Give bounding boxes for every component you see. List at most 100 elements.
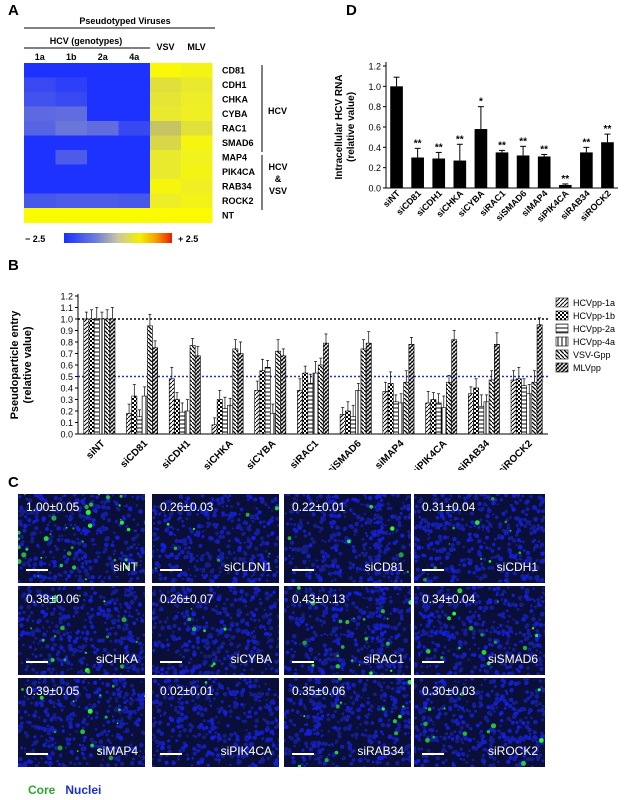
bar [350, 416, 357, 435]
y-tick-label: 0.8 [368, 102, 381, 112]
y-tick-label: 1.0 [368, 82, 381, 92]
heatmap-cell [24, 135, 56, 151]
significance-label: ** [498, 140, 506, 151]
heatmap-row-label: RAC1 [222, 124, 247, 134]
bar [403, 381, 410, 435]
bar [408, 344, 415, 435]
bar [297, 390, 303, 435]
significance-label: ** [456, 134, 464, 145]
y-axis-label: (relative value) [22, 326, 34, 403]
y-tick-label: 0.1 [60, 418, 73, 428]
heatmap-cell [118, 164, 151, 180]
bar [259, 370, 266, 435]
heatmap-cell [24, 193, 56, 209]
bar [269, 413, 276, 435]
scale-bar [292, 661, 314, 663]
heatmap-cell [87, 150, 119, 165]
bar [515, 378, 522, 435]
micrograph-siCHKA: 0.38±0.06 siCHKA [18, 586, 145, 675]
x-tick-label: siCYBA [245, 438, 279, 470]
group-label-hcv-vsv: VSV [269, 186, 287, 196]
heatmap-cell [150, 164, 182, 180]
bar [146, 325, 153, 435]
heatmap-cell [150, 150, 182, 165]
heatmap-cell [118, 77, 151, 93]
x-tick-label: siROCK2 [496, 438, 535, 470]
heatmap-col-label: VSV [156, 42, 174, 52]
heatmap-cell [24, 164, 56, 180]
heatmap-cell [24, 121, 56, 136]
x-tick-label: siRAC1 [288, 438, 321, 470]
micrograph-image [414, 586, 545, 675]
micrograph-value: 0.30±0.03 [422, 684, 476, 698]
group-label-hcv-vsv: & [275, 174, 282, 184]
scale-min-label: − 2.5 [25, 234, 45, 244]
x-tick-label: siNT [84, 438, 107, 461]
micrograph-image [18, 494, 145, 583]
bar [474, 129, 488, 188]
micrograph-value: 0.43±0.13 [292, 592, 346, 606]
significance-label: * [479, 97, 483, 108]
micrograph-value: 0.02±0.01 [160, 684, 214, 698]
bar [531, 381, 538, 435]
legend-core: Core [28, 783, 56, 797]
heatmap-row-label: SMAD6 [222, 138, 254, 148]
bar [451, 339, 458, 435]
micrograph-image [414, 494, 545, 583]
legend-label: HCVpp-4a [573, 337, 615, 347]
heatmap-cell [55, 164, 88, 180]
heatmap-cell [118, 106, 151, 122]
heatmap-cell [87, 106, 119, 122]
bar [323, 342, 329, 435]
heatmap-cell [118, 92, 151, 107]
y-axis-label: (relative value) [346, 92, 357, 162]
heatmap-cell [118, 135, 151, 151]
heatmap-cell [24, 77, 56, 93]
bar [93, 318, 100, 435]
bar [392, 401, 399, 435]
micrograph-label: siCLDN1 [223, 560, 272, 574]
heatmap-cell [181, 77, 213, 93]
y-tick-label: 0.3 [60, 395, 73, 405]
y-tick-label: 0.4 [60, 384, 73, 394]
heatmap-cell [24, 92, 56, 107]
y-tick-label: 0.2 [60, 407, 73, 417]
micrograph-image [18, 678, 145, 767]
heatmap-cell [24, 63, 56, 78]
heatmap-cell [181, 164, 213, 180]
x-tick-label: siMAP4 [373, 438, 407, 470]
panel-label-c: C [8, 474, 19, 491]
scale-bar [292, 569, 314, 571]
heatmap-col-label: 1a [35, 52, 46, 62]
heatmap-cell [181, 121, 213, 136]
y-tick-label: 1.0 [60, 315, 73, 325]
heatmap-header: Pseudotyped Viruses [79, 16, 170, 26]
micrograph-siCLDN1: 0.26±0.03 siCLDN1 [152, 494, 279, 583]
micrograph-value: 1.00±0.05 [26, 500, 80, 514]
bar [425, 402, 432, 435]
scale-bar [26, 569, 48, 571]
heatmap-cell [55, 106, 88, 122]
micrograph-value: 0.35±0.06 [292, 684, 346, 698]
bar [254, 390, 261, 435]
heatmap-cell [118, 208, 151, 223]
heatmap-cell [87, 77, 119, 93]
heatmap-cell [55, 121, 88, 136]
micrograph-image [152, 494, 279, 583]
bar [516, 155, 530, 188]
micrograph-image [152, 678, 279, 767]
heatmap-cell [181, 208, 213, 223]
heatmap-row-label: NT [222, 211, 234, 221]
micrograph-siCYBA: 0.26±0.07 siCYBA [152, 586, 279, 675]
bar [302, 372, 309, 435]
heatmap-cell [150, 193, 182, 209]
heatmap-cell [55, 92, 88, 107]
x-tick-label: siCD81 [118, 438, 150, 470]
bar [478, 406, 485, 435]
heatmap-cell [181, 193, 213, 209]
bar [216, 399, 223, 435]
group-label-hcv: HCV [268, 106, 287, 116]
bar [435, 402, 442, 435]
scale-bar [422, 569, 444, 571]
micrograph-image [284, 586, 411, 675]
